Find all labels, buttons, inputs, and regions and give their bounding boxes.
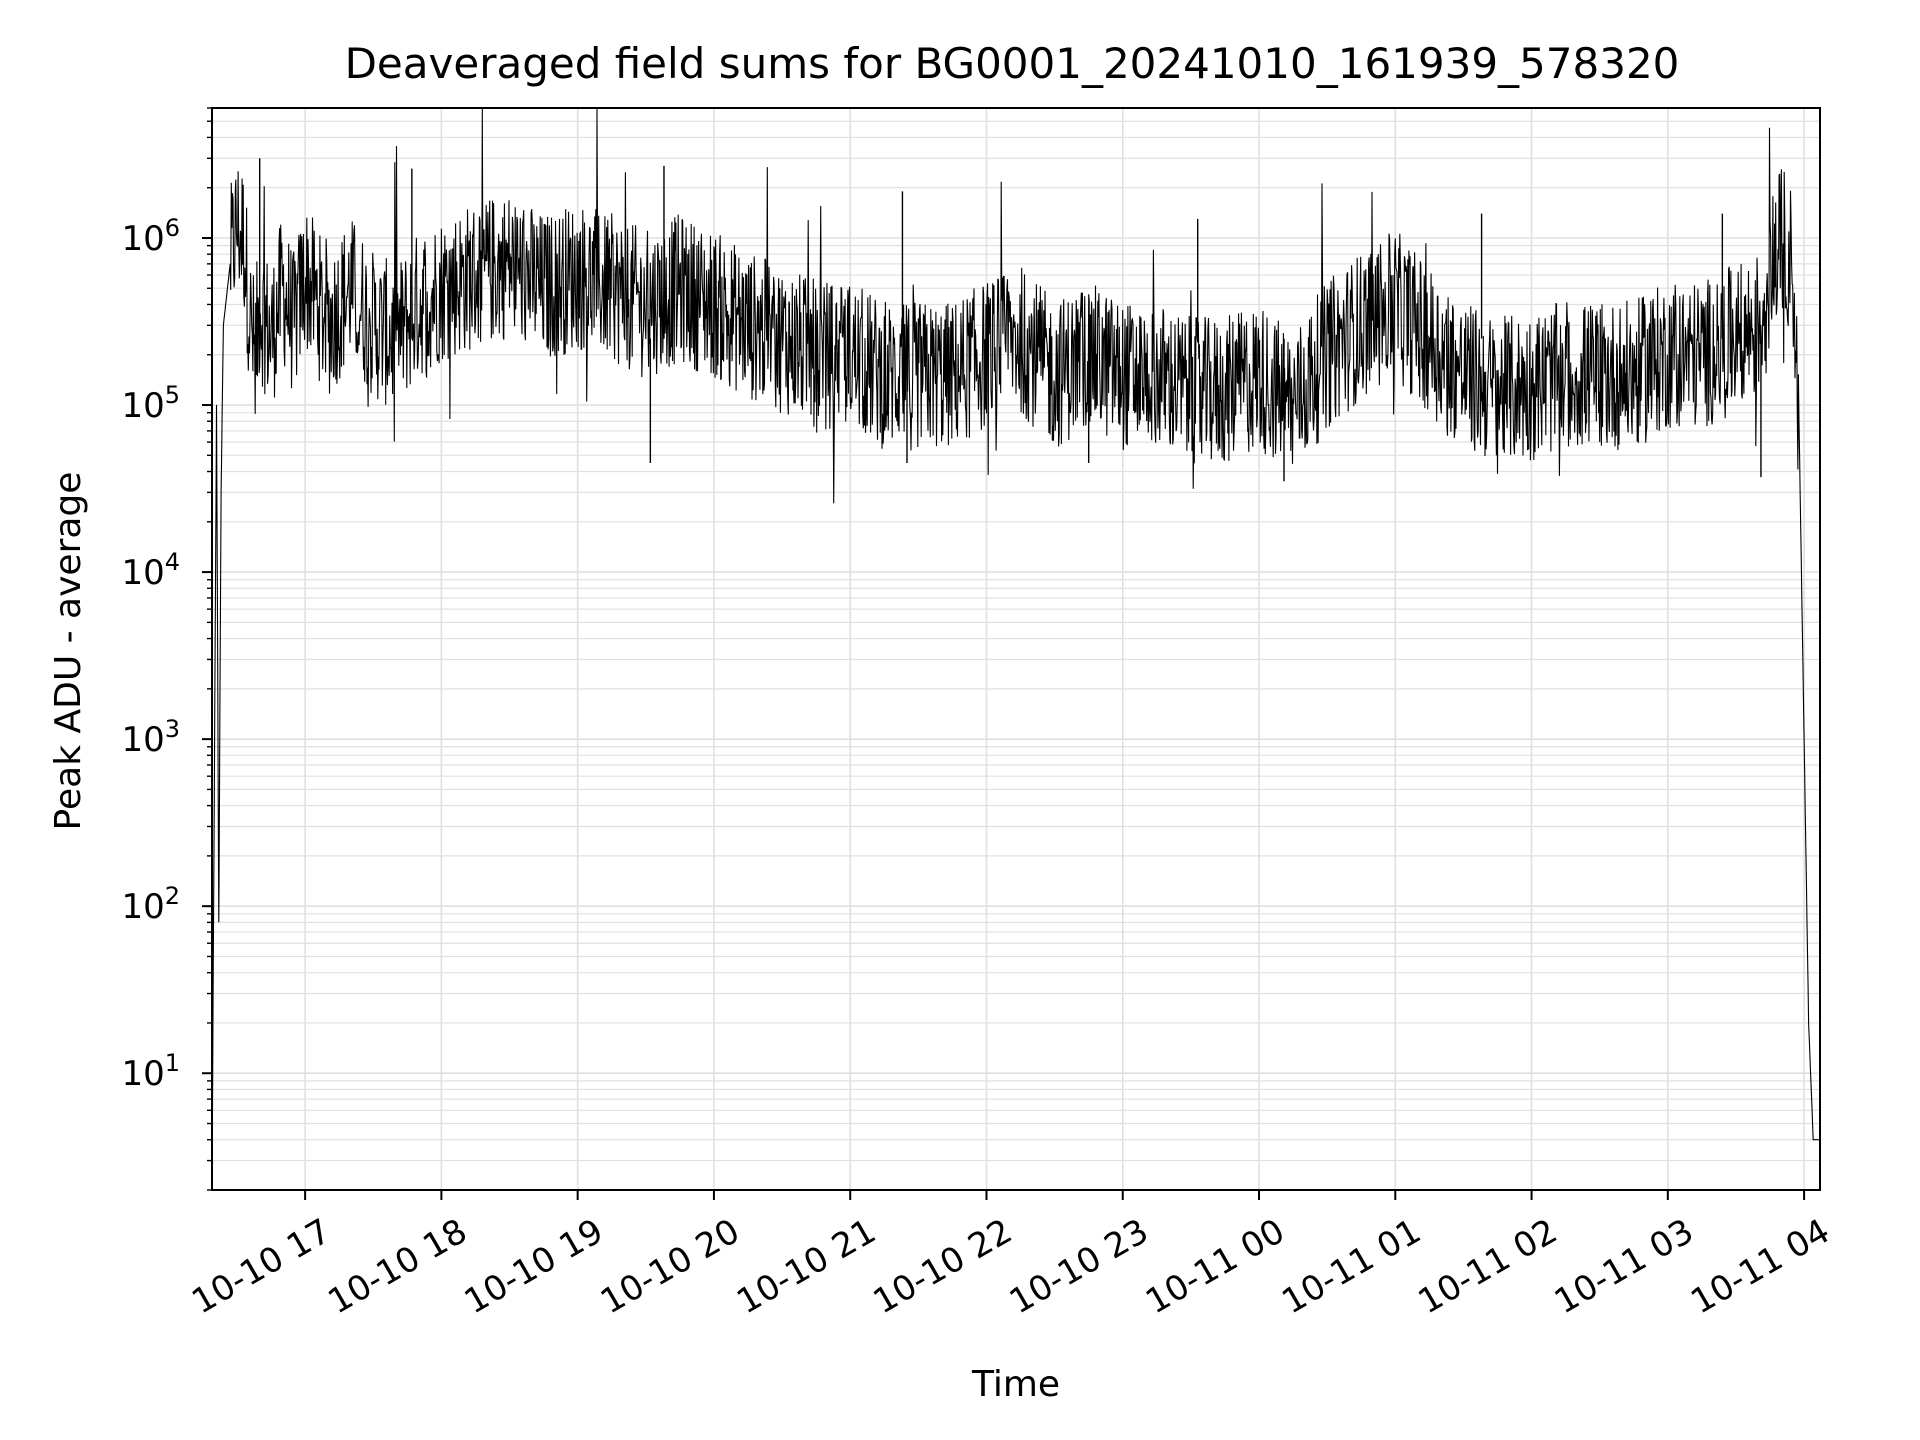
y-tick-exponent: 3	[165, 715, 180, 743]
y-tick-exponent: 1	[165, 1049, 180, 1077]
y-tick-exponent: 2	[165, 882, 180, 910]
y-tick-base: 10	[121, 219, 164, 259]
series-group	[211, 107, 1820, 1191]
y-tick-label: 101	[121, 1049, 180, 1094]
y-tick-exponent: 4	[165, 548, 180, 576]
chart-title: Deaveraged field sums for BG0001_2024101…	[345, 39, 1680, 88]
y-tick-label: 102	[121, 882, 180, 927]
y-tick-exponent: 5	[165, 381, 180, 409]
y-tick-label: 104	[121, 548, 180, 593]
y-tick-base: 10	[121, 887, 164, 927]
y-tick-label: 103	[121, 715, 180, 760]
y-tick-label: 105	[121, 381, 180, 426]
series-line	[211, 107, 1820, 1191]
plot-frame	[211, 107, 1821, 1191]
y-tick-label: 106	[121, 214, 180, 259]
y-axis-label: Peak ADU - average	[48, 472, 89, 831]
y-tick-base: 10	[121, 553, 164, 593]
y-tick-exponent: 6	[165, 214, 180, 242]
x-axis-label: Time	[971, 1364, 1060, 1405]
y-tick-base: 10	[121, 1054, 164, 1094]
y-tick-base: 10	[121, 720, 164, 760]
y-tick-base: 10	[121, 386, 164, 426]
